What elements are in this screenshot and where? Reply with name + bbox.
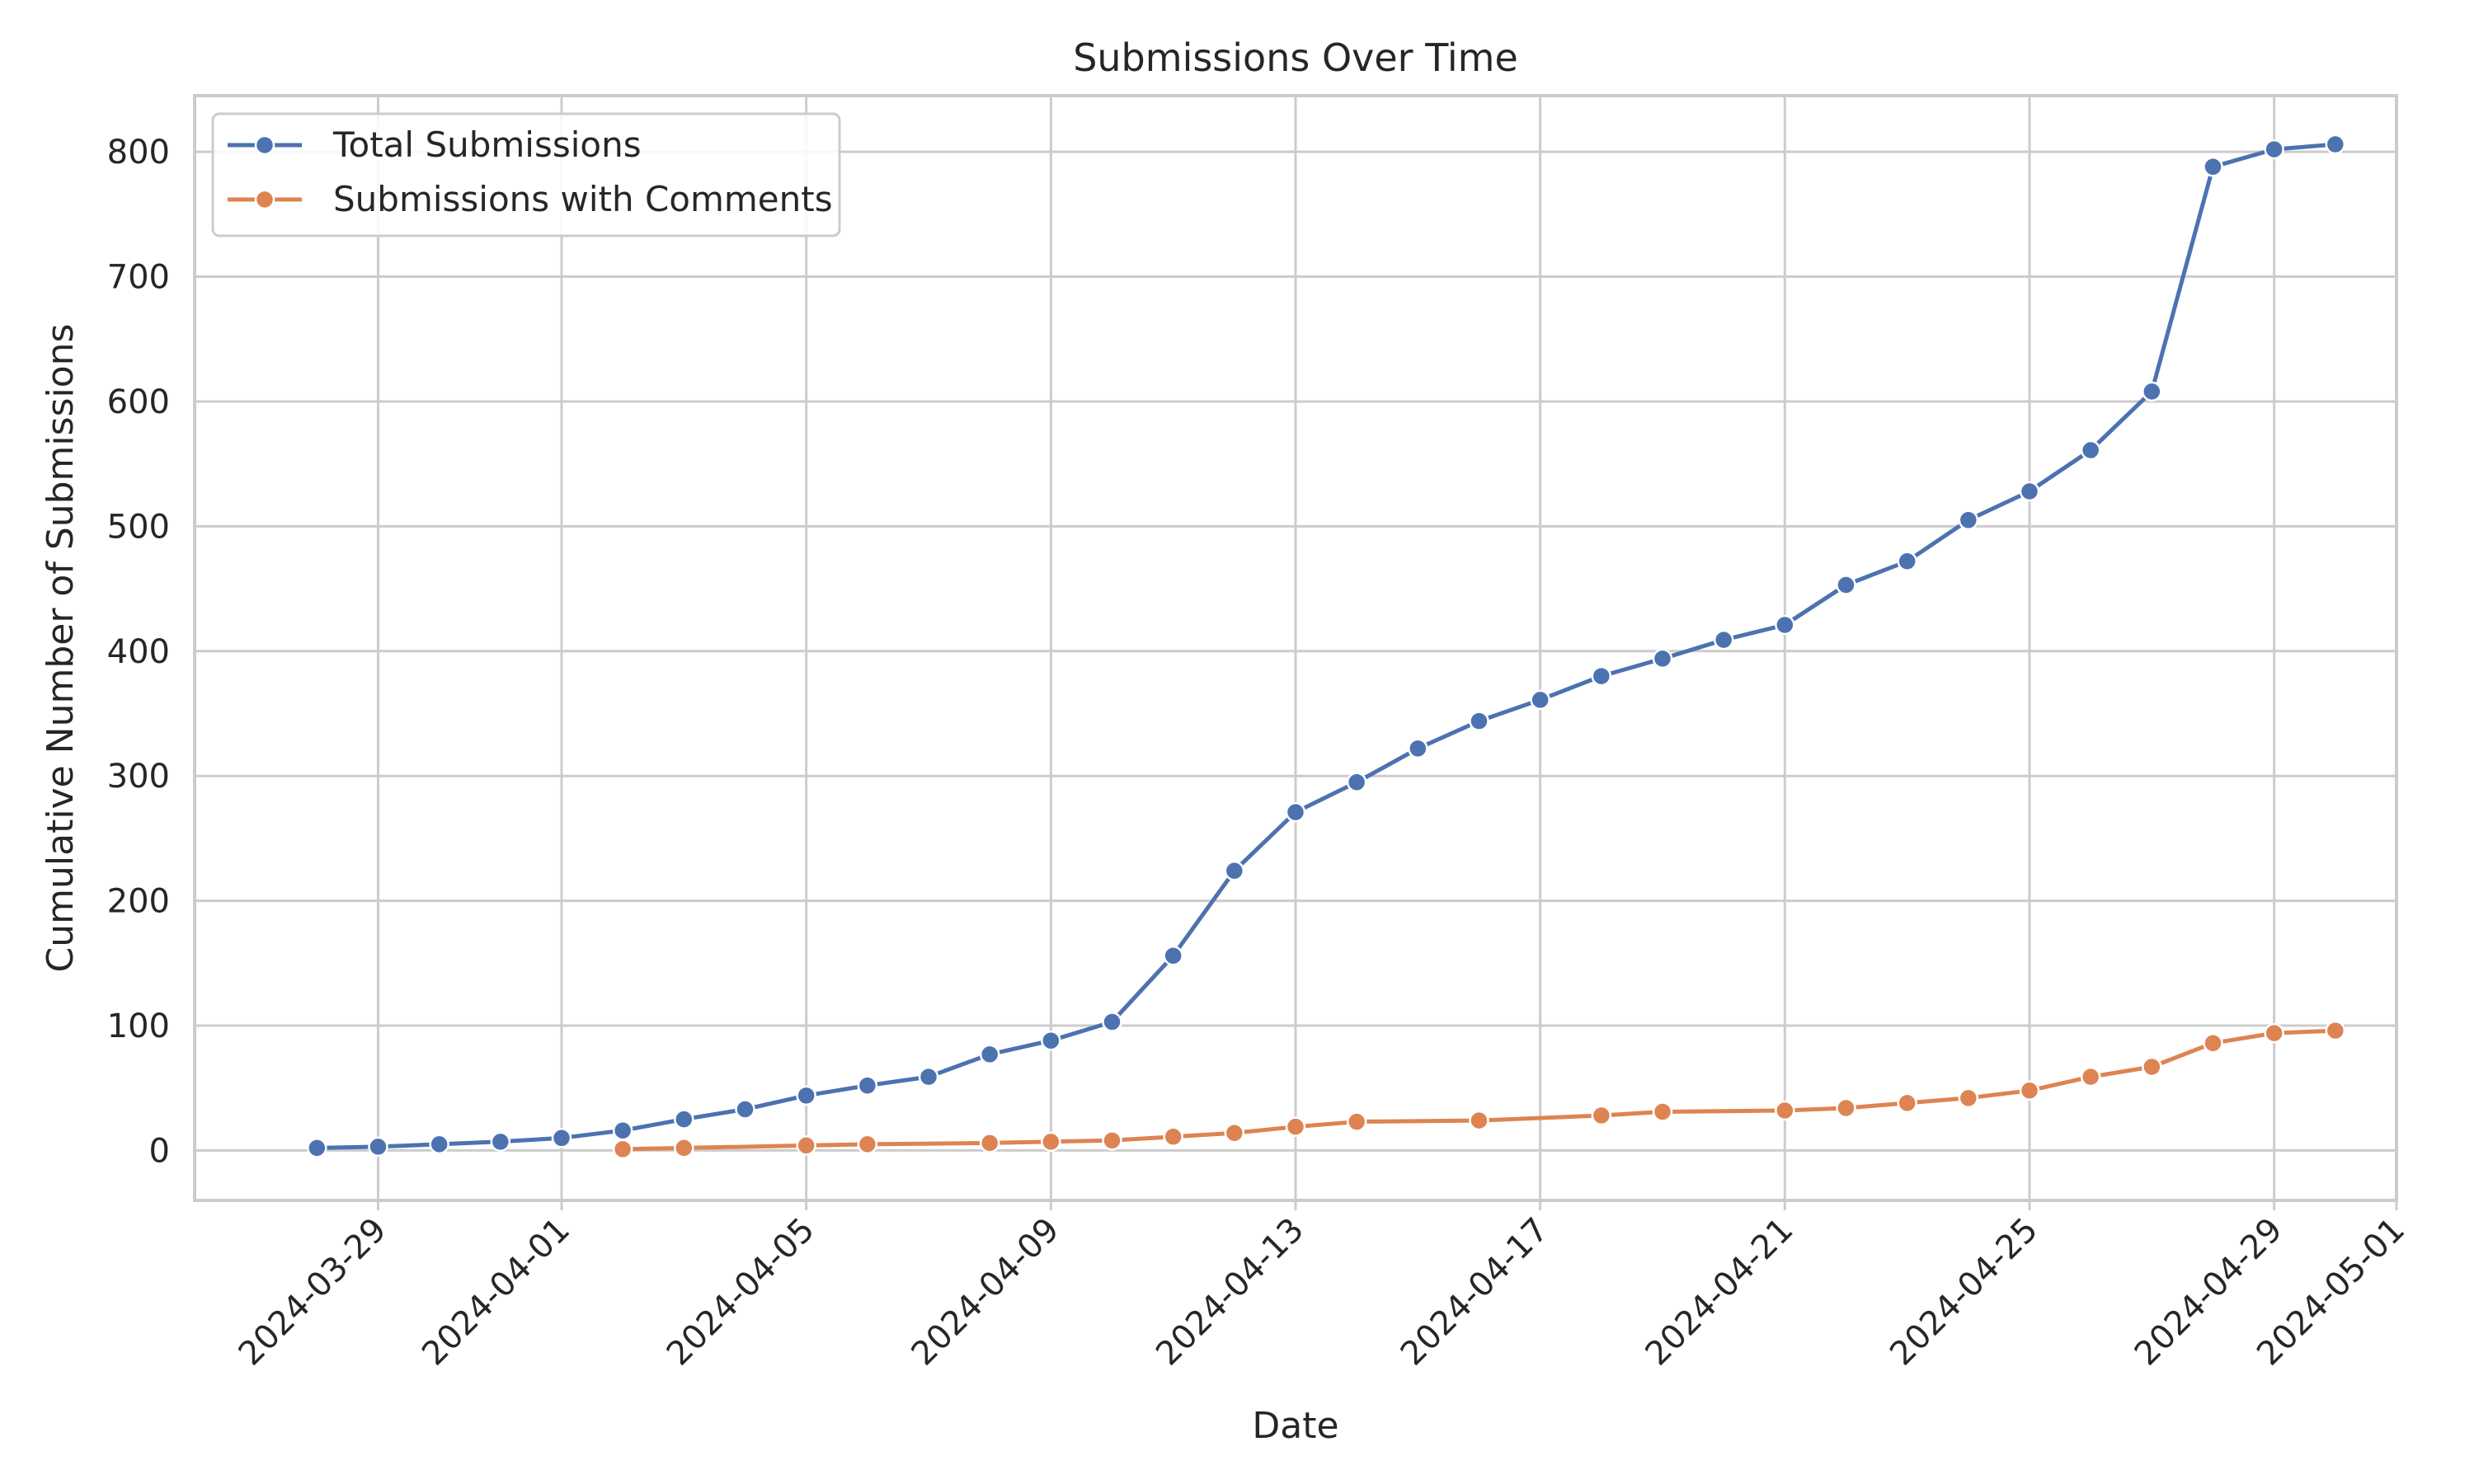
data-point-total-submissions — [918, 1066, 939, 1087]
data-point-total-submissions — [1652, 648, 1673, 669]
data-point-total-submissions — [307, 1138, 327, 1158]
data-point-submissions-with-comments — [2080, 1066, 2101, 1087]
data-point-submissions-with-comments — [979, 1133, 1000, 1153]
data-point-submissions-with-comments — [1163, 1126, 1183, 1148]
y-axis-label: Cumulative Number of Submissions — [40, 324, 82, 973]
y-tick-label: 200 — [107, 883, 170, 921]
data-point-submissions-with-comments — [1224, 1122, 1245, 1144]
data-point-submissions-with-comments — [1591, 1105, 1612, 1126]
series-line-total-submissions — [314, 142, 2338, 1150]
y-tick-label: 400 — [107, 633, 170, 671]
data-point-submissions-with-comments — [796, 1135, 816, 1156]
data-point-total-submissions — [1713, 629, 1734, 650]
data-point-total-submissions — [1408, 738, 1428, 759]
data-point-total-submissions — [2264, 139, 2284, 160]
data-point-submissions-with-comments — [2019, 1080, 2040, 1101]
data-point-total-submissions — [735, 1099, 755, 1120]
data-point-total-submissions — [1041, 1030, 1061, 1051]
data-point-submissions-with-comments — [2203, 1032, 2223, 1054]
data-point-submissions-with-comments — [1775, 1100, 1795, 1121]
data-point-total-submissions — [429, 1134, 449, 1155]
x-axis-label: Date — [1252, 1405, 1338, 1447]
legend-marker-comments — [254, 189, 275, 210]
legend-label-total: Total Submissions — [332, 124, 642, 165]
data-point-total-submissions — [979, 1044, 1000, 1065]
y-tick-label: 100 — [107, 1007, 170, 1045]
data-point-total-submissions — [1346, 772, 1367, 793]
data-point-submissions-with-comments — [1285, 1116, 1306, 1137]
data-point-total-submissions — [612, 1120, 633, 1141]
y-tick-label: 600 — [107, 383, 170, 421]
legend-marker-total — [254, 134, 275, 156]
data-point-total-submissions — [857, 1075, 878, 1096]
data-point-total-submissions — [1897, 551, 1917, 572]
data-point-submissions-with-comments — [1346, 1111, 1367, 1132]
data-point-total-submissions — [2142, 381, 2162, 402]
data-point-submissions-with-comments — [1958, 1087, 1979, 1109]
data-point-total-submissions — [1958, 510, 1979, 531]
data-point-total-submissions — [1775, 614, 1795, 636]
data-point-submissions-with-comments — [857, 1134, 878, 1155]
data-point-total-submissions — [1163, 945, 1183, 966]
data-point-submissions-with-comments — [2325, 1020, 2346, 1041]
data-point-submissions-with-comments — [1652, 1101, 1673, 1122]
legend-label-comments: Submissions with Comments — [333, 179, 833, 219]
legend-box — [211, 112, 841, 237]
data-point-total-submissions — [2325, 134, 2346, 155]
data-point-submissions-with-comments — [1897, 1092, 1917, 1114]
y-tick-label: 300 — [107, 758, 170, 796]
data-point-total-submissions — [551, 1128, 572, 1148]
data-point-total-submissions — [1591, 665, 1612, 687]
data-point-total-submissions — [2080, 439, 2101, 461]
y-tick-label: 800 — [107, 134, 170, 171]
data-point-total-submissions — [1285, 801, 1306, 823]
data-point-total-submissions — [1469, 711, 1489, 731]
series-total-submissions — [307, 134, 2346, 1158]
data-point-total-submissions — [2019, 481, 2040, 502]
data-point-submissions-with-comments — [612, 1139, 633, 1160]
data-point-total-submissions — [2203, 157, 2223, 177]
data-point-submissions-with-comments — [2264, 1022, 2284, 1044]
data-point-total-submissions — [490, 1131, 511, 1153]
data-point-total-submissions — [368, 1136, 388, 1158]
y-tick-label: 500 — [107, 508, 170, 546]
data-point-total-submissions — [1836, 575, 1856, 595]
data-point-submissions-with-comments — [1102, 1130, 1122, 1151]
series-line-submissions-with-comments — [620, 1028, 2338, 1152]
y-tick-label: 0 — [149, 1132, 170, 1170]
series-submissions-with-comments — [612, 1020, 2346, 1160]
y-tick-label: 700 — [107, 259, 170, 297]
data-point-total-submissions — [1102, 1012, 1122, 1032]
data-point-submissions-with-comments — [1469, 1110, 1489, 1131]
data-point-total-submissions — [1530, 689, 1550, 711]
legend: Total Submissions Submissions with Comme… — [211, 112, 841, 237]
chart-title: Submissions Over Time — [1073, 35, 1518, 80]
data-point-total-submissions — [674, 1109, 694, 1129]
data-point-submissions-with-comments — [2142, 1056, 2162, 1078]
data-point-total-submissions — [796, 1085, 816, 1106]
series-layer — [307, 134, 2346, 1160]
data-point-submissions-with-comments — [674, 1138, 694, 1158]
data-point-total-submissions — [1224, 861, 1245, 881]
data-point-submissions-with-comments — [1836, 1097, 1856, 1119]
data-point-submissions-with-comments — [1041, 1131, 1061, 1153]
